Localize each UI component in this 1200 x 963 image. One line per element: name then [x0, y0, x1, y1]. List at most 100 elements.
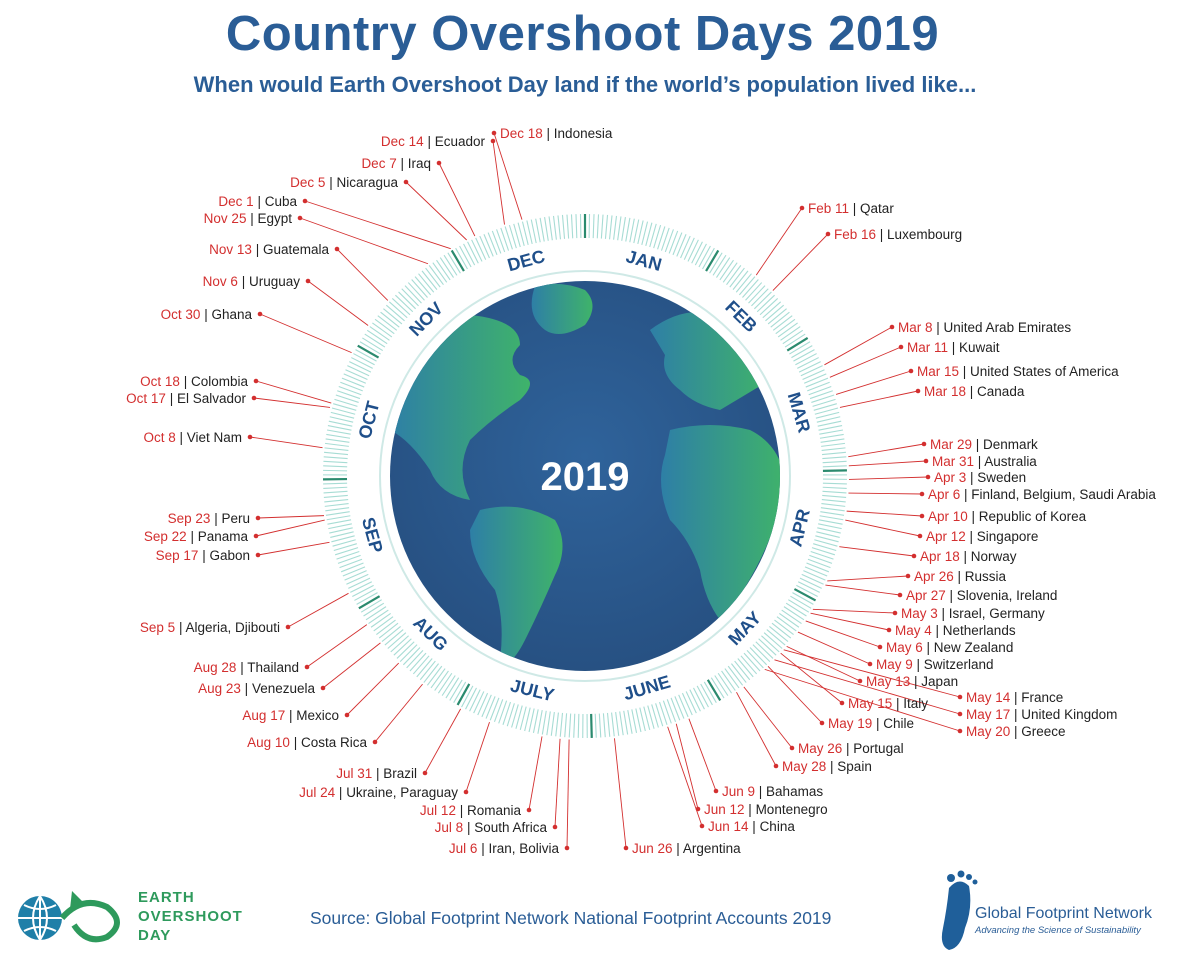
footprint-icon	[941, 870, 978, 950]
label-date: May 13	[866, 674, 910, 689]
leader-dot	[923, 458, 929, 464]
leader-dot	[897, 592, 903, 598]
label-date: Feb 11	[808, 201, 849, 216]
day-tick	[734, 660, 751, 681]
day-tick	[619, 711, 624, 736]
label-date: May 4	[895, 623, 932, 638]
label-country: Viet Nam	[187, 430, 242, 445]
label-sep: |	[463, 820, 474, 835]
country-label: May 13 | Japan	[866, 674, 958, 689]
day-tick	[323, 482, 348, 485]
day-tick	[449, 679, 463, 701]
label-sep: |	[1010, 724, 1021, 739]
label-country: Panama	[198, 529, 249, 544]
country-label: Nov 6 | Uruguay	[203, 274, 301, 289]
leader-dot	[285, 624, 291, 630]
label-date: May 28	[782, 759, 826, 774]
leader-dot	[564, 845, 570, 851]
day-tick	[323, 456, 348, 460]
month-label: AUG	[409, 613, 452, 655]
day-tick	[719, 259, 734, 281]
day-tick	[737, 658, 754, 678]
leader-dot	[526, 807, 532, 813]
globe-year-label: 2019	[541, 455, 630, 499]
label-country: France	[1021, 690, 1063, 705]
month-label: MAY	[724, 608, 765, 650]
day-tick	[821, 451, 846, 456]
day-tick	[369, 326, 390, 341]
day-tick	[621, 217, 626, 241]
leader-dot	[908, 368, 914, 374]
leader-dot	[253, 533, 259, 539]
label-sep: |	[198, 548, 209, 563]
day-tick	[604, 214, 609, 239]
leader-dot	[898, 344, 904, 350]
day-tick	[330, 531, 354, 538]
leader-line	[848, 443, 925, 458]
day-tick	[467, 241, 479, 264]
day-tick	[756, 294, 775, 313]
day-tick	[432, 262, 448, 283]
label-sep: |	[335, 785, 346, 800]
leader-dot	[463, 789, 469, 795]
day-tick	[550, 711, 555, 736]
leader-line	[336, 248, 389, 301]
leader-line	[846, 510, 923, 517]
day-tick	[716, 257, 731, 278]
day-tick	[409, 652, 427, 672]
label-sep: |	[187, 529, 198, 544]
leader-line	[259, 313, 352, 354]
label-date: Mar 11	[907, 340, 948, 355]
day-tick	[772, 315, 793, 331]
day-tick	[455, 247, 468, 270]
day-tick	[354, 588, 376, 601]
day-tick	[647, 705, 655, 729]
label-date: Mar 29	[930, 437, 972, 452]
leader-line	[493, 132, 523, 220]
leader-line	[825, 584, 901, 596]
country-label: Jun 9 | Bahamas	[722, 784, 823, 799]
day-tick	[384, 629, 404, 646]
day-tick	[594, 713, 597, 738]
day-tick	[821, 442, 846, 447]
country-label: Nov 13 | Guatemala	[209, 242, 329, 257]
day-tick	[776, 616, 797, 632]
country-label: Mar 15 | United States of America	[917, 364, 1119, 379]
leader-line	[845, 519, 921, 537]
day-tick-ring	[323, 214, 847, 738]
day-tick	[689, 689, 701, 712]
country-label: May 15 | Italy	[848, 696, 928, 711]
day-tick	[326, 433, 351, 439]
day-tick	[335, 394, 359, 403]
leader-dot	[403, 179, 409, 185]
day-tick	[822, 460, 847, 464]
day-tick	[732, 270, 749, 290]
label-date: Jun 26	[632, 841, 673, 856]
leader-line	[829, 346, 902, 378]
label-country: United Arab Emirates	[944, 320, 1072, 335]
leader-line	[812, 608, 896, 614]
day-tick	[759, 298, 779, 316]
label-date: May 9	[876, 657, 913, 672]
label-sep: |	[246, 211, 257, 226]
day-tick	[822, 490, 847, 494]
label-date: Sep 23	[168, 511, 211, 526]
label-sep: |	[673, 841, 683, 856]
label-country: Australia	[984, 454, 1037, 469]
day-tick	[710, 677, 725, 699]
day-tick	[712, 254, 727, 276]
day-tick	[802, 369, 825, 381]
label-date: Dec 18	[500, 126, 543, 141]
leader-line	[257, 515, 325, 519]
country-label: Nov 25 | Egypt	[204, 211, 293, 226]
day-tick	[786, 336, 809, 352]
day-tick	[407, 282, 425, 301]
day-tick	[722, 262, 738, 283]
day-tick	[430, 668, 446, 689]
day-tick	[355, 349, 377, 362]
label-sep: |	[456, 803, 467, 818]
label-date: Apr 27	[906, 588, 946, 603]
day-tick	[341, 377, 365, 388]
day-tick	[326, 515, 351, 521]
label-country: Slovenia, Ireland	[957, 588, 1058, 603]
